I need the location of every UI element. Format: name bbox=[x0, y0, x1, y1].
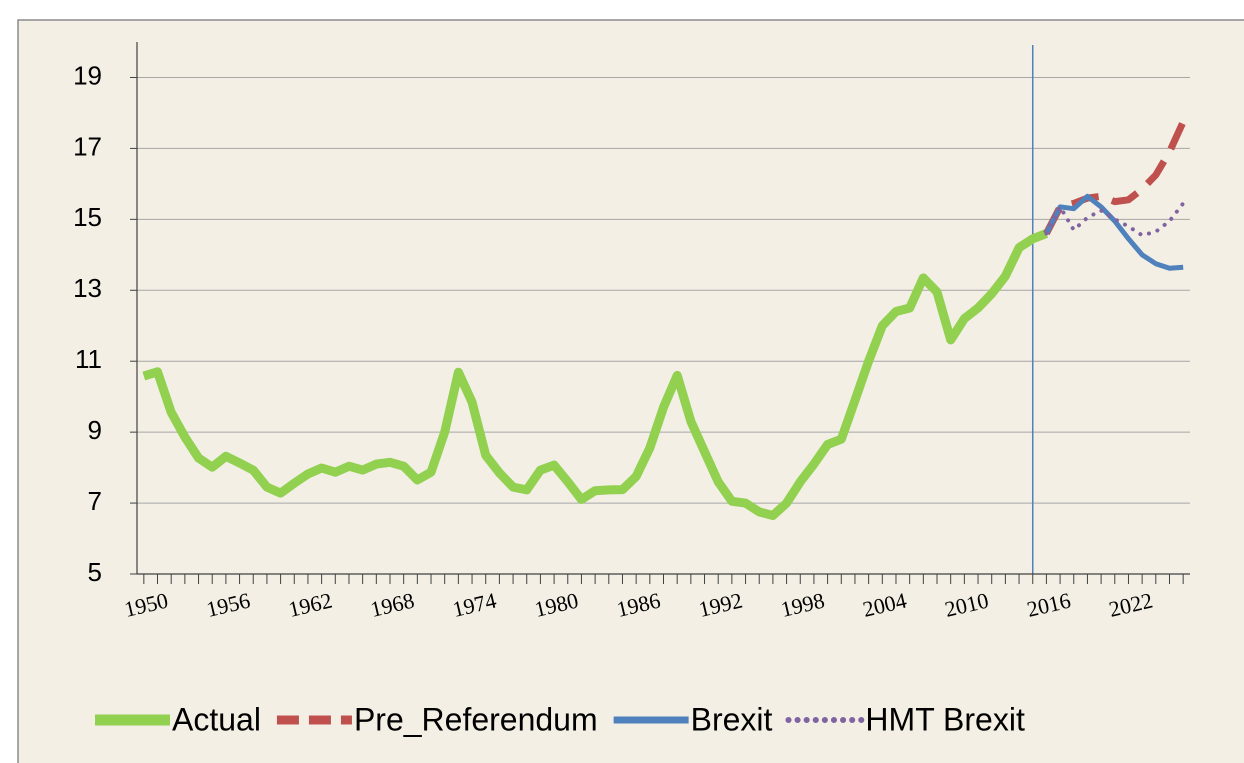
y-tick-label: 17 bbox=[73, 131, 102, 161]
y-tick-label: 9 bbox=[88, 415, 102, 445]
y-tick-label: 19 bbox=[73, 60, 102, 90]
y-tick-label: 11 bbox=[75, 344, 102, 374]
series-line bbox=[1043, 120, 1187, 236]
legend: Actual Pre_Referendum Brexit HMT Brexit bbox=[95, 701, 1025, 737]
series-line bbox=[1044, 193, 1184, 271]
y-tick-label: 15 bbox=[73, 202, 102, 232]
legend-label: Brexit bbox=[691, 701, 773, 737]
plot-area bbox=[142, 45, 1187, 574]
legend-label: Pre_Referendum bbox=[354, 701, 598, 737]
y-tick-label: 7 bbox=[88, 486, 102, 516]
y-tick-label: 13 bbox=[73, 273, 102, 303]
chart-area bbox=[17, 19, 1244, 763]
series-line bbox=[142, 229, 1049, 520]
legend-label: HMT Brexit bbox=[865, 701, 1025, 737]
y-tick-label: 5 bbox=[88, 557, 102, 587]
legend-label: Actual bbox=[172, 701, 261, 737]
